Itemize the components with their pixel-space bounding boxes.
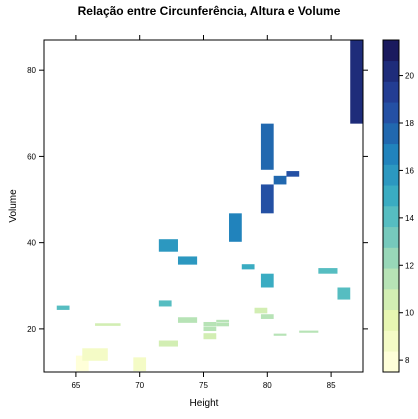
heatmap-tile (273, 175, 287, 185)
heatmap-tile (229, 213, 242, 242)
colorbar-segment (383, 143, 399, 165)
colorbar-segment (383, 164, 399, 186)
colorbar-segment (383, 185, 399, 207)
colorbar-tick-label: 18 (405, 119, 414, 128)
x-tick-label: 85 (327, 381, 336, 390)
heatmap-tile (260, 184, 274, 214)
colorbar: 8 10 12 14 16 18 20 (382, 39, 414, 373)
colorbar-segment (383, 102, 399, 124)
heatmap-tile (158, 340, 178, 347)
heatmap-tile (177, 256, 198, 265)
y-tick-label: 20 (27, 325, 36, 334)
heatmap-tile (260, 273, 274, 288)
colorbar-segment (383, 351, 399, 373)
colorbar-tick-label: 14 (405, 214, 414, 223)
colorbar-segment (383, 123, 399, 145)
heatmap-tile (273, 333, 287, 336)
y-axis-ticks: 20 40 60 80 (27, 66, 368, 334)
colorbar-tick-label: 10 (405, 309, 414, 318)
heatmap-tile (299, 330, 319, 333)
heatmap-tile (337, 287, 351, 300)
colorbar-frame (382, 39, 400, 373)
heatmap-tile (177, 317, 198, 323)
colorbar-segment (383, 247, 399, 269)
x-tick-label: 70 (135, 381, 144, 390)
tile-layer (56, 40, 363, 372)
heatmap-tile (216, 322, 230, 327)
heatmap-tile (254, 307, 268, 314)
heatmap-tile (203, 326, 217, 332)
colorbar-segment (383, 226, 399, 248)
y-tick-label: 40 (27, 239, 36, 248)
heatmap-tile (95, 323, 121, 326)
heatmap-tile (350, 40, 363, 124)
x-tick-label: 65 (71, 381, 80, 390)
heatmap-tile (216, 319, 230, 323)
y-axis-label: Volume (8, 189, 19, 223)
colorbar-segment (383, 330, 399, 352)
heatmap-tile (82, 348, 108, 361)
colorbar-segment (383, 309, 399, 331)
heatmap-tile (56, 305, 70, 310)
colorbar-segment (383, 268, 399, 290)
heatmap-tile (318, 268, 338, 274)
colorbar-tick-label: 12 (405, 261, 414, 270)
colorbar-tick-label: 8 (405, 356, 410, 365)
y-tick-label: 60 (27, 152, 36, 161)
heatmap-tile (286, 171, 300, 177)
x-tick-label: 80 (263, 381, 272, 390)
heatmap-tile (203, 321, 217, 327)
heatmap-tile (241, 264, 255, 270)
x-axis-label: Height (190, 398, 219, 409)
heatmap-tile (158, 300, 172, 307)
colorbar-tick-label: 20 (405, 72, 414, 81)
heatmap-tile (260, 314, 274, 319)
x-axis-ticks: 65 70 75 80 85 (71, 35, 336, 390)
colorbar-segment (383, 81, 399, 103)
colorbar-tick-label: 16 (405, 166, 414, 175)
colorbar-segment (383, 40, 399, 62)
colorbar-segment (383, 60, 399, 82)
heatmap-tile (158, 239, 178, 252)
chart-title: Relação entre Circunferência, Altura e V… (78, 4, 341, 18)
heatmap-tile (203, 333, 217, 340)
colorbar-segment (383, 206, 399, 228)
colorbar-segment (383, 289, 399, 311)
heatmap-tile (133, 357, 147, 372)
heatmap-tile (260, 123, 274, 170)
y-tick-label: 80 (27, 66, 36, 75)
x-tick-label: 75 (199, 381, 208, 390)
